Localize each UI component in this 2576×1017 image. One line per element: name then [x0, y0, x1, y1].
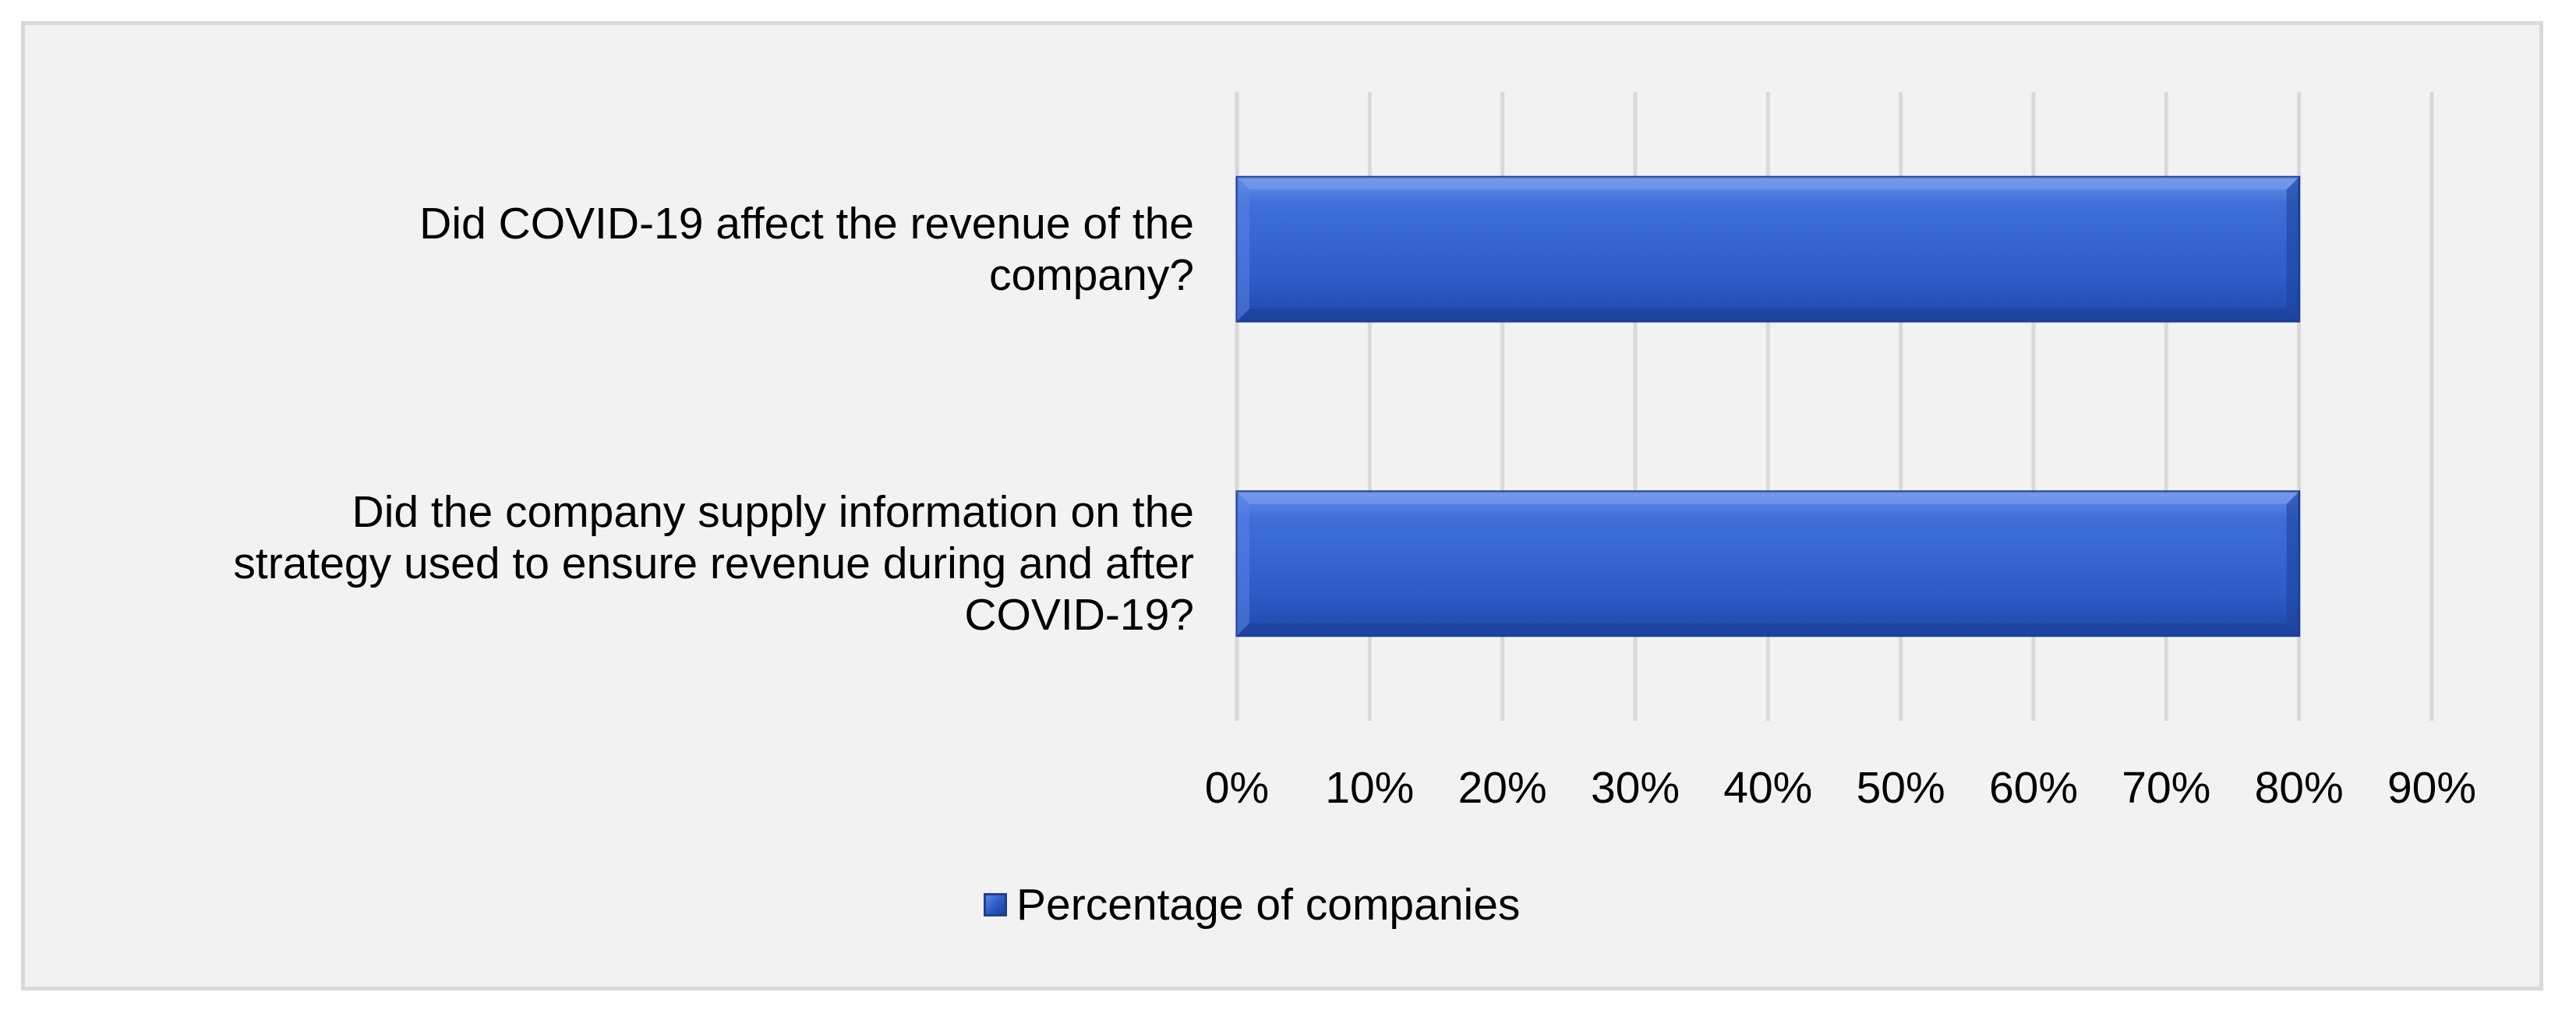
- bar-bevel-bottom: [1237, 623, 2299, 636]
- bar-bevel-bottom: [1237, 309, 2299, 322]
- bar-body: [1235, 490, 2301, 637]
- category-label-line: strategy used to ensure revenue during a…: [233, 539, 1194, 589]
- legend-label: Percentage of companies: [1016, 880, 1521, 930]
- category-label: Did the company supply information on th…: [48, 486, 1194, 641]
- bar-bevel-right: [2286, 491, 2299, 636]
- x-tick-label: 40%: [1723, 763, 1812, 813]
- legend: Percentage of companies: [984, 878, 1520, 932]
- category-label-line: COVID-19?: [964, 590, 1194, 641]
- x-tick-label: 0%: [1205, 763, 1269, 813]
- category-label-line: Did the company supply information on th…: [352, 487, 1194, 538]
- bar: [1235, 175, 2301, 323]
- bar-bevel-right: [2286, 177, 2299, 322]
- x-tick-label: 90%: [2387, 763, 2476, 813]
- bar: [1235, 490, 2301, 637]
- x-tick-label: 10%: [1325, 763, 1414, 813]
- legend-swatch: [984, 893, 1007, 916]
- category-label: Did COVID-19 affect the revenue of the co…: [48, 198, 1194, 301]
- bar-bevel-top: [1237, 177, 2299, 190]
- x-tick-label: 30%: [1591, 763, 1680, 813]
- x-tick-label: 70%: [2122, 763, 2210, 813]
- bar-bevel-left: [1237, 491, 1249, 636]
- x-tick-label: 60%: [1989, 763, 2078, 813]
- bar-bevel-left: [1237, 177, 1249, 322]
- x-axis-ticks: 0% 10% 20% 30% 40% 50% 60% 70% 80% 90%: [1205, 763, 2476, 813]
- bar-body: [1235, 175, 2301, 323]
- x-tick-label: 80%: [2255, 763, 2344, 813]
- category-label-line: Did COVID-19 affect the revenue of the: [419, 198, 1194, 249]
- category-label-line: company?: [989, 249, 1194, 300]
- x-tick-label: 50%: [1857, 763, 1945, 813]
- x-tick-label: 20%: [1458, 763, 1547, 813]
- bars: [1235, 175, 2301, 637]
- bar-bevel-top: [1237, 491, 2299, 504]
